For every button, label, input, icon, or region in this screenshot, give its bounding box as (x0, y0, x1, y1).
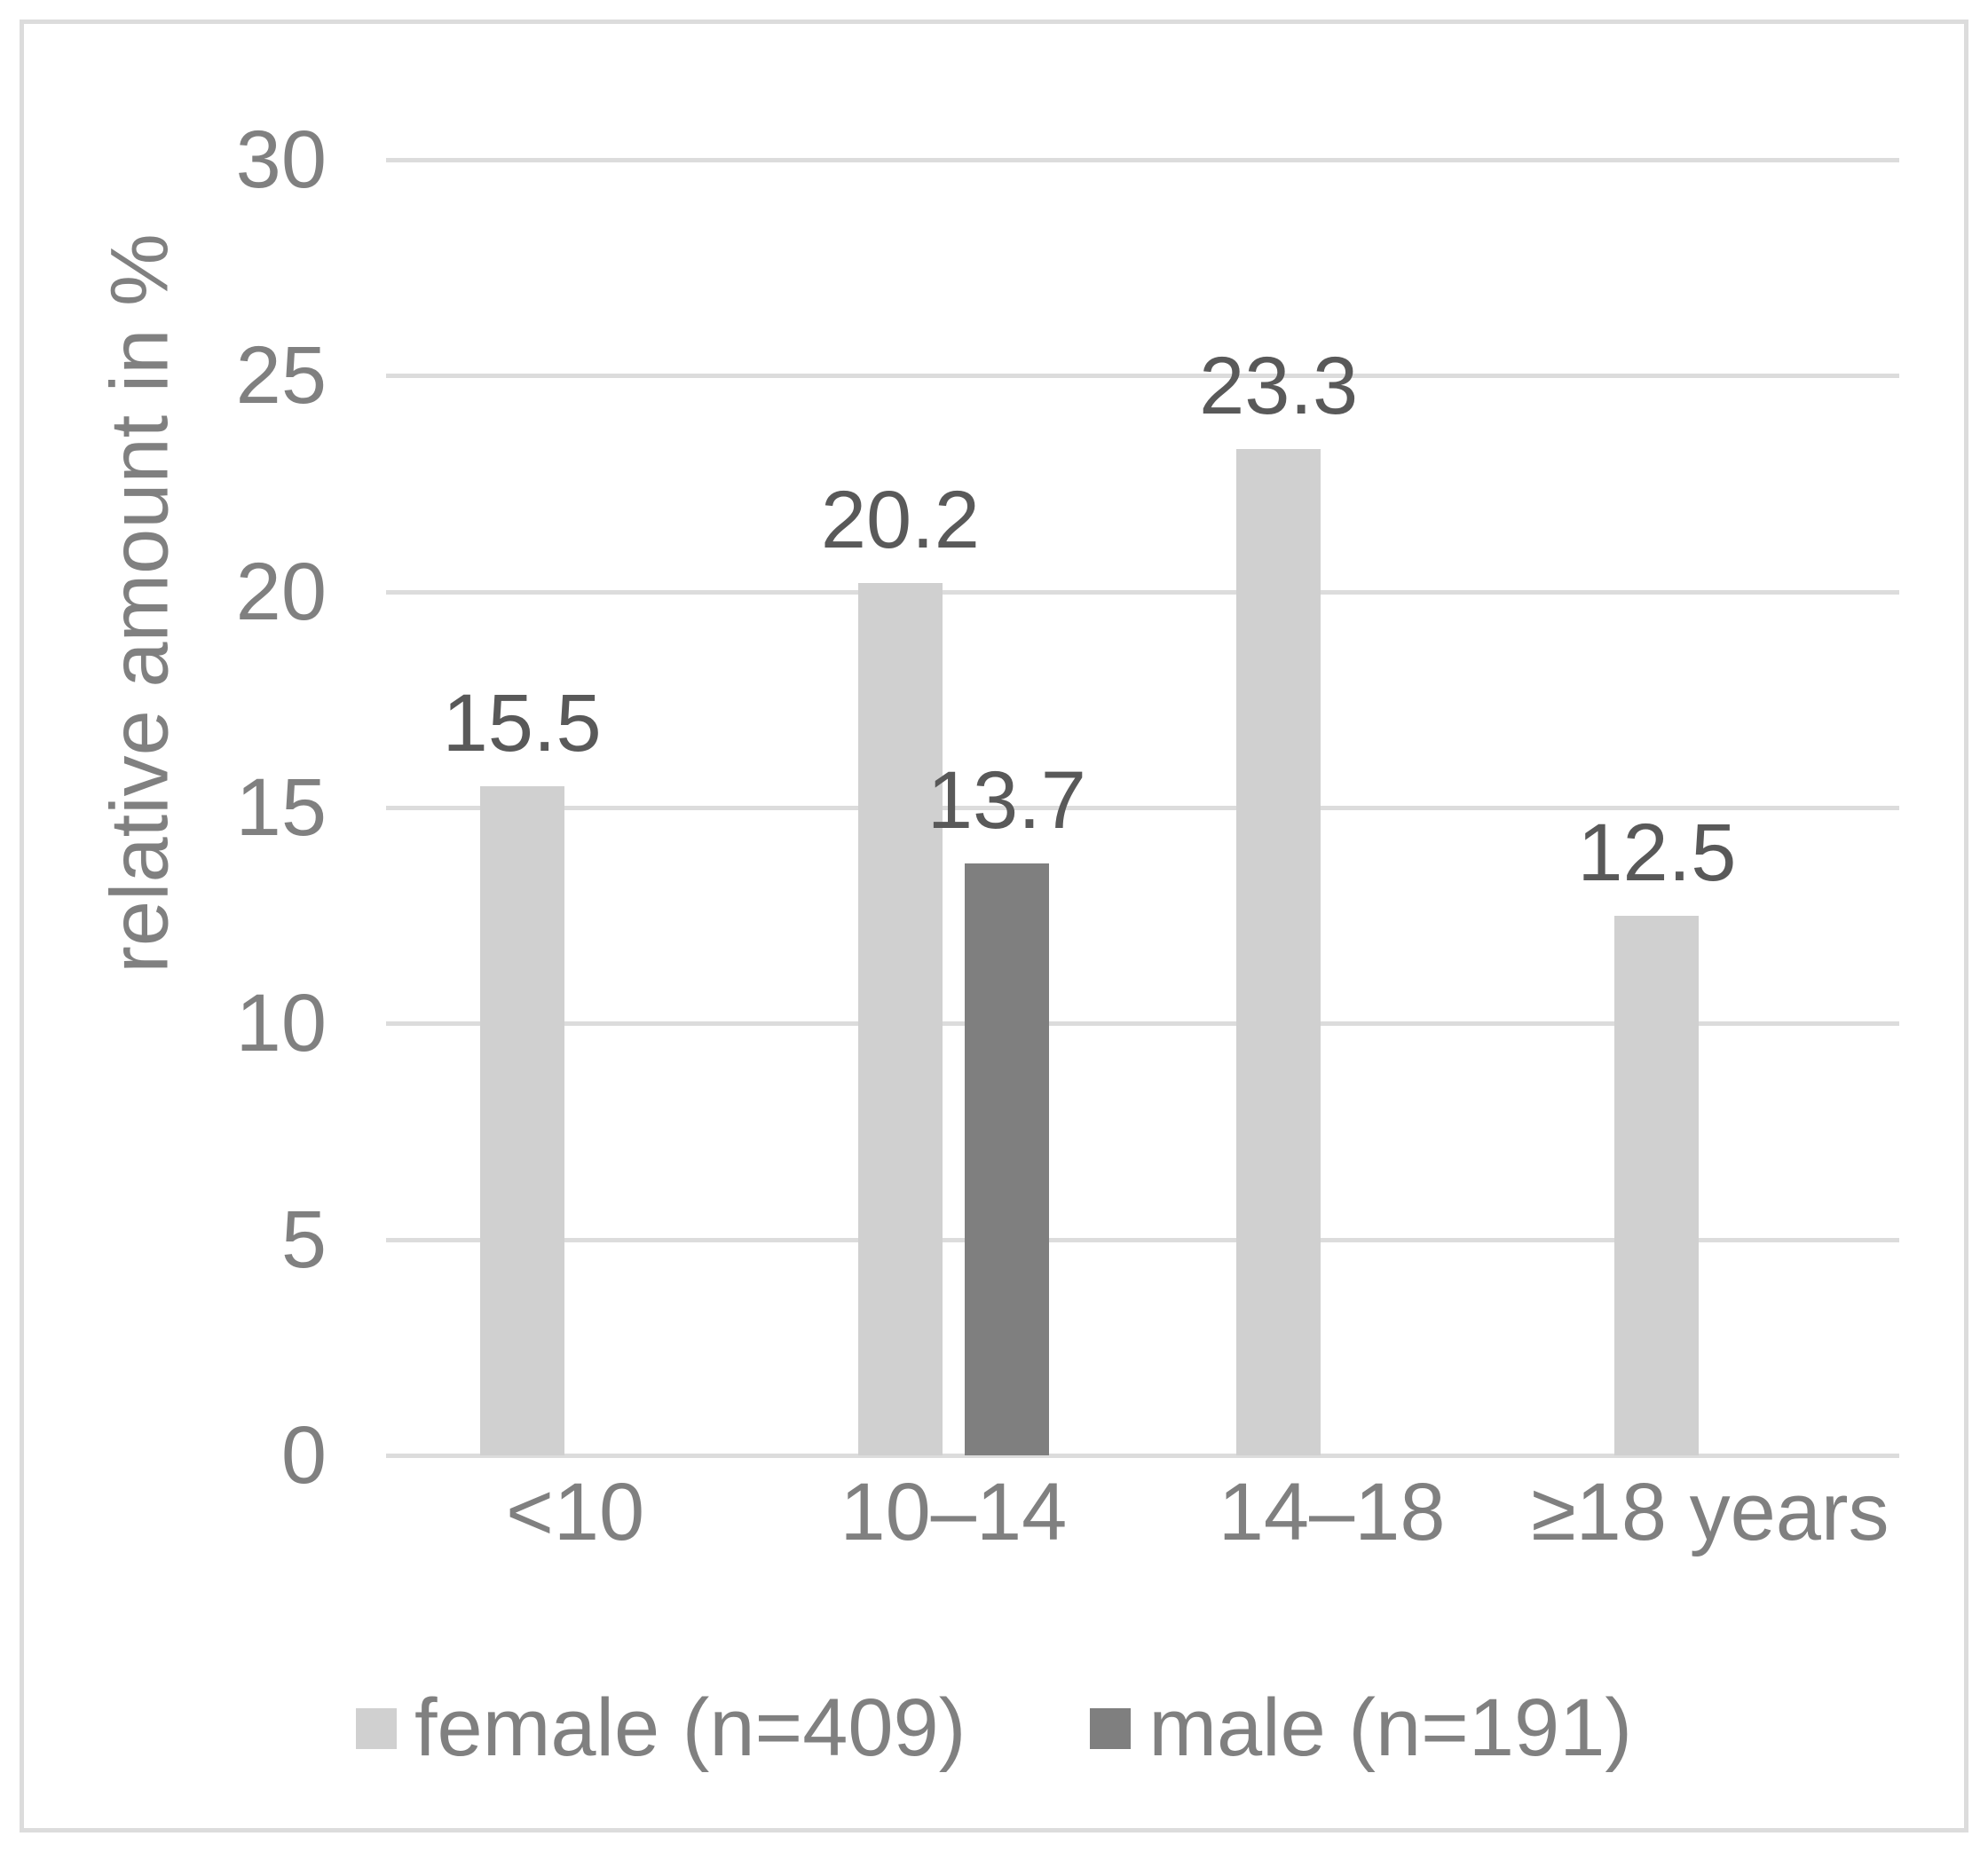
x-axis-label-4: ≥18 years (1531, 1467, 1889, 1557)
gridline-0 (386, 1454, 1899, 1458)
x-axis-label-2: 10–14 (840, 1467, 1068, 1557)
y-tick-label-5: 5 (280, 1194, 327, 1285)
legend-item-female: female (n=409) (356, 1682, 966, 1775)
category-group-2: 20.2 13.7 (764, 160, 1142, 1455)
plot-area: 15.5 20.2 13.7 23.3 12.5 (386, 158, 1899, 1458)
category-group-3: 23.3 (1143, 160, 1521, 1455)
bar-female-4: 12.5 (1577, 808, 1736, 1455)
gridline-20 (386, 589, 1899, 595)
gridline-25 (386, 374, 1899, 379)
category-group-1: 15.5 (386, 160, 764, 1455)
data-label: 12.5 (1577, 807, 1737, 898)
x-axis-labels: <10 10–14 14–18 ≥18 years (386, 1466, 1899, 1559)
y-tick-label-10: 10 (235, 978, 327, 1069)
bar-male-2: 13.7 (927, 755, 1086, 1455)
legend-label: female (n=409) (414, 1683, 966, 1773)
bar-groups: 15.5 20.2 13.7 23.3 12.5 (386, 160, 1899, 1455)
bar-female-1: 15.5 (443, 678, 602, 1455)
y-tick-label-0: 0 (280, 1410, 327, 1501)
gridline-10 (386, 1021, 1899, 1027)
gridline-30 (386, 158, 1899, 162)
gridline-5 (386, 1237, 1899, 1242)
gridline-15 (386, 806, 1899, 810)
data-label: 15.5 (442, 677, 602, 768)
bar-female-2: 20.2 (821, 475, 980, 1455)
data-label: 23.3 (1199, 341, 1359, 432)
legend: female (n=409) male (n=191) (0, 1682, 1988, 1775)
x-axis-label-1: <10 (506, 1467, 645, 1557)
chart-border (20, 20, 1968, 1832)
y-tick-label-15: 15 (235, 762, 327, 853)
legend-marker-icon (1090, 1707, 1132, 1749)
legend-marker-icon (356, 1707, 397, 1749)
y-tick-label-20: 20 (235, 546, 327, 637)
legend-item-male: male (n=191) (1090, 1682, 1632, 1775)
legend-label: male (n=191) (1148, 1683, 1632, 1773)
x-axis-label-3: 14–18 (1218, 1467, 1446, 1557)
data-label: 13.7 (927, 755, 1086, 847)
y-tick-label-30: 30 (235, 114, 327, 205)
bar-female-3: 23.3 (1199, 341, 1358, 1455)
category-group-4: 12.5 (1521, 160, 1899, 1455)
y-tick-label-25: 25 (235, 330, 327, 422)
data-label: 20.2 (820, 474, 980, 565)
